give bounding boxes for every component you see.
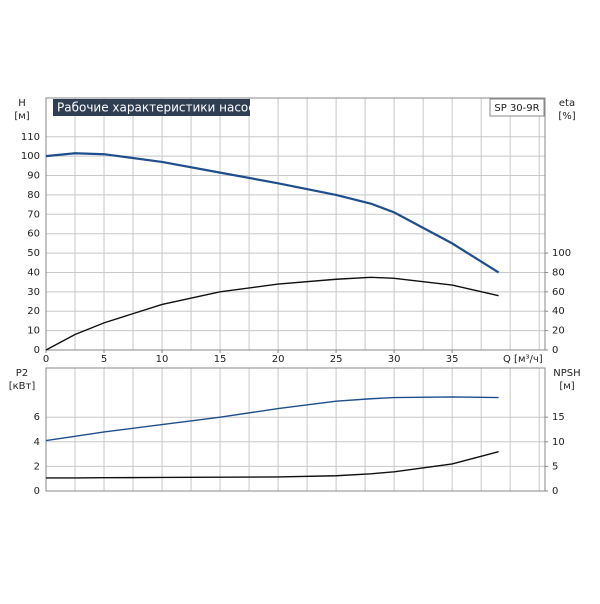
series-line: [45, 396, 499, 442]
y2-tick-label: 10: [552, 437, 565, 448]
x-tick-label: 35: [446, 354, 459, 365]
y-tick-label: 10: [27, 326, 40, 337]
model-box: [489, 98, 545, 117]
y2-tick-label: 40: [552, 306, 565, 317]
y-tick-label: 0: [34, 486, 40, 497]
y2-tick-label: 80: [552, 267, 565, 278]
x-tick-label: 15: [214, 354, 227, 365]
y-tick-label: 80: [27, 190, 40, 201]
y-tick-label: 100: [21, 151, 40, 162]
y-unit: [кВт]: [9, 381, 36, 392]
y2-tick-label: 0: [552, 345, 558, 356]
series-line: [45, 152, 500, 274]
y-tick-label: 40: [27, 267, 40, 278]
title-box: [53, 99, 250, 116]
y2-label: NPSH: [553, 368, 580, 379]
x-tick-label: 0: [43, 354, 49, 365]
y2-tick-label: 5: [552, 461, 558, 472]
y2-tick-label: 20: [552, 326, 565, 337]
y-tick-label: 0: [34, 345, 40, 356]
y2-tick-label: 0: [552, 486, 558, 497]
series-line: [45, 276, 499, 351]
x-tick-label: 5: [101, 354, 107, 365]
y-tick-label: 30: [27, 287, 40, 298]
plot-frame: [45, 97, 546, 351]
series-line: [46, 450, 499, 479]
y-tick-label: 50: [27, 248, 40, 259]
y-tick-label: 20: [27, 306, 40, 317]
chart-title: Рабочие характеристики насоса: [57, 101, 262, 115]
y-unit: [м]: [14, 111, 29, 122]
y-tick-label: 6: [34, 412, 40, 423]
plot-frame: [45, 367, 546, 492]
y2-tick-label: 15: [552, 412, 565, 423]
x-tick-label: 10: [156, 354, 169, 365]
model-label: SP 30-9R: [494, 103, 539, 114]
y-tick-label: 110: [21, 132, 40, 143]
y2-unit: [%]: [558, 111, 575, 122]
y-tick-label: 60: [27, 229, 40, 240]
y2-tick-label: 100: [552, 248, 571, 259]
y-label: P2: [16, 368, 28, 379]
y-tick-label: 90: [27, 171, 40, 182]
x-label: Q [м³/ч]: [503, 354, 543, 365]
y2-unit: [м]: [559, 381, 574, 392]
x-tick-label: 25: [330, 354, 343, 365]
y-label: H: [18, 98, 26, 109]
x-tick-label: 30: [388, 354, 401, 365]
x-tick-label: 20: [272, 354, 285, 365]
y-tick-label: 2: [34, 461, 40, 472]
y-tick-label: 4: [34, 437, 40, 448]
y2-tick-label: 60: [552, 287, 565, 298]
y-tick-label: 70: [27, 209, 40, 220]
y2-label: eta: [559, 98, 575, 109]
